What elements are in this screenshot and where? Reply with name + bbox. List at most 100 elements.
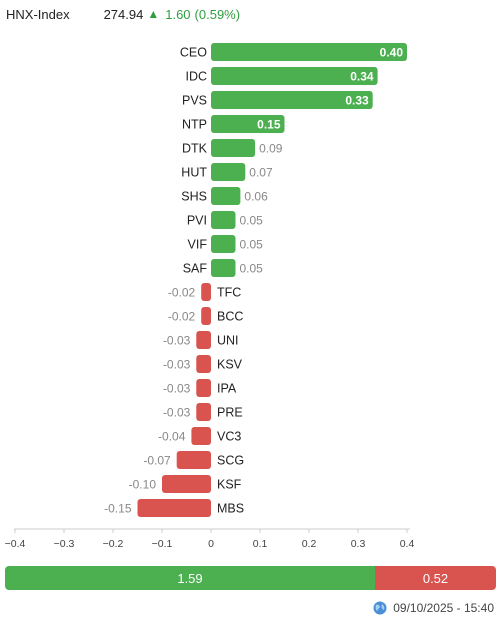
bar-row-pre: PRE -0.03 <box>163 403 243 421</box>
category-label: HUT <box>181 166 207 180</box>
value-label: 0.05 <box>240 214 264 228</box>
bar-row-mbs: MBS -0.15 <box>104 499 244 517</box>
value-label: -0.02 <box>168 286 196 300</box>
x-tick-label: −0.4 <box>5 538 26 550</box>
bar-pvs[interactable] <box>211 91 373 109</box>
bar-row-idc: IDC 0.34 <box>185 67 378 85</box>
category-label: PRE <box>217 406 243 420</box>
value-label: 0.40 <box>380 46 404 60</box>
bar-row-saf: SAF 0.05 <box>183 259 263 277</box>
bar-bcc[interactable] <box>201 307 211 325</box>
bar-dtk[interactable] <box>211 139 256 157</box>
category-label: PVI <box>187 214 207 228</box>
category-label: VIF <box>188 238 208 252</box>
category-label: SAF <box>183 262 208 276</box>
value-label: -0.03 <box>163 358 191 372</box>
bar-ksf[interactable] <box>162 475 211 493</box>
category-label: KSF <box>217 478 242 492</box>
bar-ksv[interactable] <box>196 355 211 373</box>
bar-ntp[interactable] <box>211 115 285 133</box>
negative-total-segment: 0.52 <box>375 566 496 590</box>
bar-row-scg: SCG -0.07 <box>143 451 244 469</box>
index-name: HNX-Index <box>6 6 70 22</box>
category-label: CEO <box>180 46 207 60</box>
bar-row-ksv: KSV -0.03 <box>163 355 243 373</box>
bar-row-tfc: TFC -0.02 <box>168 283 241 301</box>
bar-saf[interactable] <box>211 259 236 277</box>
value-label: -0.03 <box>163 334 191 348</box>
category-label: MBS <box>217 502 244 516</box>
category-label: BCC <box>217 310 243 324</box>
x-tick-label: 0.3 <box>351 538 366 550</box>
bar-vif[interactable] <box>211 235 236 253</box>
category-label: KSV <box>217 358 243 372</box>
timestamp-footer: 09/10/2025 - 15:40 <box>373 598 494 618</box>
bar-row-hut: HUT 0.07 <box>181 163 273 181</box>
bar-row-uni: UNI -0.03 <box>163 331 239 349</box>
x-tick-label: 0.1 <box>253 538 268 550</box>
breadth-summary-bar: 1.59 0.52 <box>5 566 496 590</box>
category-label: SHS <box>181 190 207 204</box>
bar-shs[interactable] <box>211 187 241 205</box>
x-tick-label: 0 <box>208 538 214 550</box>
x-tick-label: −0.2 <box>103 538 124 550</box>
value-label: -0.10 <box>129 478 157 492</box>
value-label: -0.03 <box>163 406 191 420</box>
value-label: -0.04 <box>158 430 186 444</box>
value-label: 0.15 <box>257 118 281 132</box>
bar-scg[interactable] <box>176 451 211 469</box>
category-label: SCG <box>217 454 244 468</box>
globe-icon <box>373 601 387 615</box>
value-label: 0.07 <box>249 166 273 180</box>
bar-ipa[interactable] <box>196 379 211 397</box>
value-label: -0.15 <box>104 502 132 516</box>
bar-row-bcc: BCC -0.02 <box>168 307 243 325</box>
category-label: DTK <box>182 142 208 156</box>
x-axis: −0.4 −0.3 −0.2 −0.1 0 0.1 0.2 0.3 0.4 <box>5 528 415 550</box>
index-change-percent: (0.59%) <box>194 6 241 22</box>
positive-total-segment: 1.59 <box>5 566 376 590</box>
bar-tfc[interactable] <box>201 283 211 301</box>
bar-vc3[interactable] <box>191 427 211 445</box>
bar-row-ipa: IPA -0.03 <box>163 379 237 397</box>
bar-idc[interactable] <box>211 67 378 85</box>
bar-row-dtk: DTK 0.09 <box>182 139 283 157</box>
bar-row-ceo: CEO 0.40 <box>180 43 407 61</box>
category-label: VC3 <box>217 430 241 444</box>
timestamp: 09/10/2025 - 15:40 <box>393 601 494 615</box>
value-label: 0.33 <box>345 94 369 108</box>
value-label: 0.05 <box>240 238 264 252</box>
value-label: 0.09 <box>259 142 283 156</box>
bar-row-ntp: NTP 0.15 <box>182 115 285 133</box>
bar-row-vc3: VC3 -0.04 <box>158 427 241 445</box>
bar-pvi[interactable] <box>211 211 236 229</box>
value-label: 0.34 <box>350 70 374 84</box>
category-label: NTP <box>182 118 207 132</box>
arrow-up-icon: ▲ <box>147 7 160 21</box>
bars-layer: CEO 0.40 IDC 0.34 PVS 0.33 NTP 0.15 DTK 0.09 HUT 0.… <box>104 43 407 517</box>
x-tick-label: 0.4 <box>400 538 415 550</box>
bar-hut[interactable] <box>211 163 246 181</box>
value-label: 0.06 <box>244 190 268 204</box>
bar-pre[interactable] <box>196 403 211 421</box>
value-label: -0.07 <box>143 454 171 468</box>
value-label: -0.02 <box>168 310 196 324</box>
x-tick-label: −0.3 <box>54 538 75 550</box>
index-change: 1.60 <box>165 6 191 22</box>
category-label: IPA <box>217 382 237 396</box>
bar-row-ksf: KSF -0.10 <box>129 475 242 493</box>
category-label: TFC <box>217 286 241 300</box>
bar-mbs[interactable] <box>137 499 212 517</box>
value-label: 0.05 <box>240 262 264 276</box>
bar-row-pvi: PVI 0.05 <box>187 211 263 229</box>
value-label: -0.03 <box>163 382 191 396</box>
bar-uni[interactable] <box>196 331 211 349</box>
bar-row-pvs: PVS 0.33 <box>182 91 373 109</box>
category-label: UNI <box>217 334 239 348</box>
positive-total-label: 1.59 <box>177 570 203 586</box>
bar-ceo[interactable] <box>211 43 407 61</box>
bar-row-vif: VIF 0.05 <box>188 235 264 253</box>
negative-total-label: 0.52 <box>422 570 449 586</box>
index-header: HNX-Index 274.94 ▲ 1.60 (0.59%) <box>6 4 240 24</box>
